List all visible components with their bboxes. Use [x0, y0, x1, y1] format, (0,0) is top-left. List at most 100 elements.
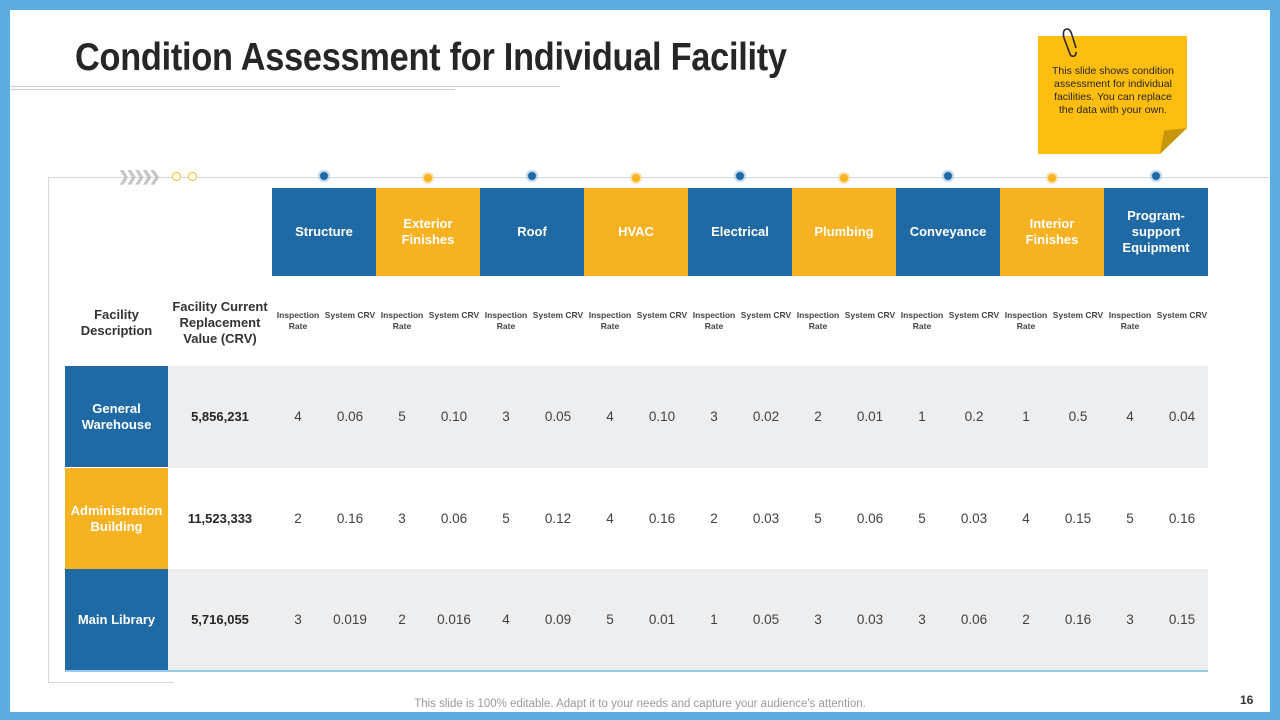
facility-description-header: Facility Description	[80, 307, 153, 338]
table-cell: 2	[1022, 612, 1030, 627]
table-cell: 0.09	[544, 612, 572, 627]
table-bottom-line	[65, 670, 1208, 672]
table-cell: 0.06	[336, 409, 364, 424]
table-cell: 3	[502, 409, 510, 424]
slide: Condition Assessment for Individual Faci…	[10, 10, 1270, 712]
system-crv-subheader: System CRV	[428, 310, 480, 320]
table-cell: 2	[710, 511, 718, 526]
table-cell: 0.02	[752, 409, 780, 424]
table-cell: 0.05	[752, 612, 780, 627]
table-cell: 5	[398, 409, 406, 424]
table-cell: 0.15	[1168, 612, 1196, 627]
table-cell: 2	[294, 511, 302, 526]
system-crv-subheader: System CRV	[636, 310, 688, 320]
inspection-rate-subheader: Inspection Rate	[276, 310, 320, 331]
table-cell: 0.2	[964, 409, 984, 424]
table-cell: 0.16	[1064, 612, 1092, 627]
table-cell: 5	[918, 511, 926, 526]
inspection-rate-subheader: Inspection Rate	[692, 310, 736, 331]
table-cell: 0.03	[752, 511, 780, 526]
table-cell: 3	[710, 409, 718, 424]
system-crv-subheader: System CRV	[1052, 310, 1104, 320]
facility-crv-value: 5,716,055	[191, 612, 249, 627]
facility-label: Main Library	[65, 569, 168, 670]
table-row-background	[168, 366, 1208, 468]
system-crv-subheader: System CRV	[740, 310, 792, 320]
frame-left	[48, 177, 49, 682]
facility-crv-value: 5,856,231	[191, 409, 249, 424]
page-number: 16	[1240, 693, 1254, 707]
category-header: Roof	[480, 188, 584, 276]
title-underline-2	[10, 89, 455, 90]
inspection-rate-subheader: Inspection Rate	[588, 310, 632, 331]
table-cell: 4	[1126, 409, 1134, 424]
category-header: HVAC	[584, 188, 688, 276]
table-cell: 0.04	[1168, 409, 1196, 424]
inspection-rate-subheader: Inspection Rate	[484, 310, 528, 331]
timeline-dot-icon	[422, 172, 434, 184]
table-cell: 3	[918, 612, 926, 627]
table-cell: 5	[606, 612, 614, 627]
table-cell: 0.10	[440, 409, 468, 424]
ring-icon	[172, 172, 181, 181]
table-cell: 0.06	[856, 511, 884, 526]
table-cell: 0.01	[856, 409, 884, 424]
table-cell: 4	[606, 409, 614, 424]
table-cell: 1	[918, 409, 926, 424]
table-cell: 1	[1022, 409, 1030, 424]
table-cell: 0.01	[648, 612, 676, 627]
page-title: Condition Assessment for Individual Faci…	[75, 36, 787, 79]
inspection-rate-subheader: Inspection Rate	[380, 310, 424, 331]
timeline-dot-icon	[630, 172, 642, 184]
table-cell: 4	[1022, 511, 1030, 526]
table-cell: 3	[398, 511, 406, 526]
table-cell: 0.5	[1068, 409, 1088, 424]
table-cell: 0.12	[544, 511, 572, 526]
chevrons-icon: ❯❯❯❯❯	[118, 168, 161, 184]
sticky-note	[1038, 36, 1187, 154]
system-crv-subheader: System CRV	[948, 310, 1000, 320]
table-row-background	[168, 569, 1208, 671]
table-cell: 5	[1126, 511, 1134, 526]
system-crv-subheader: System CRV	[324, 310, 376, 320]
table-cell: 0.03	[856, 612, 884, 627]
table-cell: 2	[398, 612, 406, 627]
table-cell: 1	[710, 612, 718, 627]
system-crv-subheader: System CRV	[844, 310, 896, 320]
system-crv-subheader: System CRV	[1156, 310, 1208, 320]
table-cell: 0.16	[336, 511, 364, 526]
table-cell: 0.016	[437, 612, 471, 627]
facility-label: General Warehouse	[65, 366, 168, 467]
table-cell: 3	[1126, 612, 1134, 627]
timeline-dot-icon	[838, 172, 850, 184]
category-header: Exterior Finishes	[376, 188, 480, 276]
table-cell: 3	[814, 612, 822, 627]
table-cell: 0.03	[960, 511, 988, 526]
timeline-dot-icon	[318, 170, 330, 182]
table-cell: 5	[814, 511, 822, 526]
title-underline	[10, 86, 560, 87]
timeline-dot-icon	[1046, 172, 1058, 184]
inspection-rate-subheader: Inspection Rate	[900, 310, 944, 331]
category-header: Plumbing	[792, 188, 896, 276]
inspection-rate-subheader: Inspection Rate	[1004, 310, 1048, 331]
category-header: Structure	[272, 188, 376, 276]
inspection-rate-subheader: Inspection Rate	[1108, 310, 1152, 331]
table-cell: 0.06	[960, 612, 988, 627]
frame-top	[48, 177, 1270, 178]
timeline-dot-icon	[526, 170, 538, 182]
table-cell: 0.16	[1168, 511, 1196, 526]
table-cell: 0.16	[648, 511, 676, 526]
table-cell: 3	[294, 612, 302, 627]
timeline-dot-icon	[1150, 170, 1162, 182]
facility-crv-value: 11,523,333	[187, 511, 253, 526]
crv-header: Facility Current Replacement Value (CRV)	[172, 299, 268, 346]
table-cell: 0.06	[440, 511, 468, 526]
sticky-note-text: This slide shows condition assessment fo…	[1052, 65, 1174, 116]
table-cell: 4	[606, 511, 614, 526]
table-cell: 4	[502, 612, 510, 627]
inspection-rate-subheader: Inspection Rate	[796, 310, 840, 331]
table-cell: 4	[294, 409, 302, 424]
timeline-dot-icon	[942, 170, 954, 182]
category-header: Interior Finishes	[1000, 188, 1104, 276]
